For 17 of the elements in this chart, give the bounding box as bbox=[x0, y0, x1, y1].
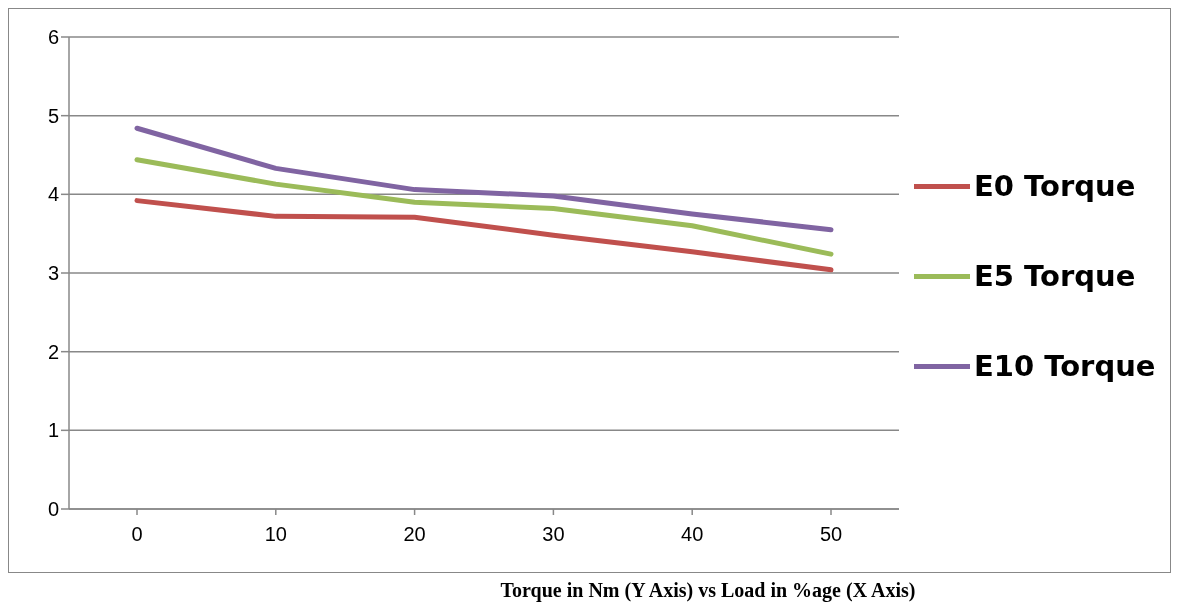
x-tick-label: 50 bbox=[819, 523, 843, 546]
x-tick-label: 40 bbox=[681, 523, 704, 546]
y-tick-label: 5 bbox=[47, 104, 59, 127]
x-tick-label: 0 bbox=[131, 523, 143, 546]
y-tick-label: 4 bbox=[47, 183, 59, 206]
x-tick-label: 30 bbox=[542, 523, 565, 546]
y-tick-label: 2 bbox=[47, 340, 59, 363]
text: Torque in Nm (Y Axis) vs Load in %age (X Axis) bbox=[499, 579, 917, 602]
x-tick-label: 20 bbox=[403, 523, 426, 546]
y-tick-label: 0 bbox=[47, 498, 59, 521]
x-tick-label: 10 bbox=[264, 523, 287, 546]
legend-label: E5 Torque bbox=[974, 259, 1136, 293]
y-tick-label: 3 bbox=[47, 262, 59, 285]
y-tick-label: 6 bbox=[47, 26, 59, 49]
legend-label: E10 Torque bbox=[974, 349, 1156, 383]
legend-label: E0 Torque bbox=[974, 169, 1136, 203]
y-tick-label: 1 bbox=[47, 419, 59, 442]
